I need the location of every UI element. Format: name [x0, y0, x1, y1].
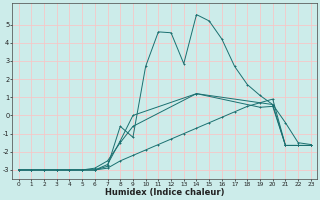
X-axis label: Humidex (Indice chaleur): Humidex (Indice chaleur): [105, 188, 224, 197]
